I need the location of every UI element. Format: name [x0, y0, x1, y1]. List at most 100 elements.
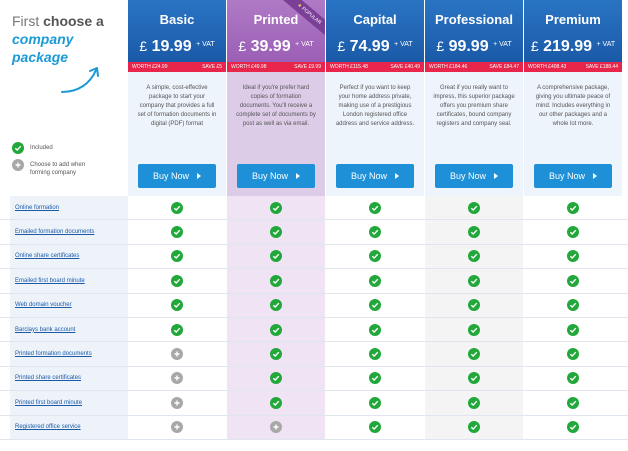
package-price: £ 74.99 + VAT: [337, 38, 413, 55]
check-circle-icon: [369, 396, 381, 409]
feature-label-link[interactable]: Printed first board minute: [10, 391, 128, 415]
plus-circle-icon[interactable]: [171, 348, 183, 361]
caret-right-icon: [296, 173, 300, 179]
package-description: Ideal if you're prefer hard copies of fo…: [236, 85, 316, 127]
feature-row: Online formation: [0, 196, 628, 221]
caret-right-icon: [197, 173, 201, 179]
feature-cell: [128, 366, 226, 391]
check-circle-icon: [567, 274, 579, 287]
feature-cell: [326, 342, 424, 366]
package-name: Premium: [545, 12, 601, 27]
feature-cell: [326, 196, 424, 220]
buy-now-button[interactable]: Buy Now: [138, 164, 216, 188]
buy-now-button[interactable]: Buy Now: [237, 164, 315, 188]
check-circle-icon: [369, 201, 381, 214]
feature-row: Online share certificates: [0, 244, 628, 270]
check-circle-icon: [369, 250, 381, 263]
feature-cell: [227, 220, 325, 244]
feature-cell: [227, 391, 325, 415]
feature-cell: [524, 293, 622, 317]
check-circle-icon: [270, 372, 282, 385]
feature-label-link[interactable]: Printed formation documents: [10, 342, 128, 366]
check-circle-icon: [369, 421, 381, 434]
package-price: £ 219.99 + VAT: [530, 38, 616, 55]
package-header: ★ POPULAR Printed £ 39.99 + VAT: [227, 0, 325, 62]
check-circle-icon: [468, 299, 480, 312]
check-circle-icon: [369, 348, 381, 361]
check-circle-icon: [270, 274, 282, 287]
package-body: Great if you really want to impress, thi…: [425, 72, 523, 196]
package-printed: ★ POPULAR Printed £ 39.99 + VAT WORTH £4…: [227, 0, 325, 451]
check-circle-icon: [468, 348, 480, 361]
check-circle-icon: [567, 250, 579, 263]
plus-circle-icon[interactable]: [171, 421, 183, 434]
package-name: Basic: [159, 12, 195, 27]
plus-circle-icon[interactable]: [171, 396, 183, 409]
feature-cell: [326, 220, 424, 244]
feature-cell: [524, 220, 622, 244]
check-circle-icon: [171, 299, 183, 312]
feature-label-link[interactable]: Printed share certificates: [10, 366, 128, 391]
buy-now-button[interactable]: Buy Now: [534, 164, 612, 188]
check-circle-icon: [567, 348, 579, 361]
plus-circle-icon[interactable]: [171, 372, 183, 385]
check-circle-icon: [468, 421, 480, 434]
feature-cell: [425, 342, 523, 366]
feature-row: Registered office service: [0, 415, 628, 440]
feature-label-link[interactable]: Emailed formation documents: [10, 220, 128, 244]
feature-label-link[interactable]: Web domain voucher: [10, 293, 128, 317]
intro-heading: First choose a company package: [12, 12, 127, 66]
feature-cell: [128, 293, 226, 317]
feature-label-link[interactable]: Online formation: [10, 196, 128, 220]
package-professional: Professional £ 99.99 + VAT WORTH £184.46…: [425, 0, 523, 451]
legend-included: Included: [12, 142, 127, 154]
feature-cell: [128, 391, 226, 415]
check-circle-icon: [468, 396, 480, 409]
feature-cell: [524, 366, 622, 391]
check-circle-icon: [171, 226, 183, 239]
check-circle-icon: [270, 396, 282, 409]
check-circle-icon: [270, 201, 282, 214]
feature-cell: [128, 269, 226, 293]
check-circle-icon: [468, 323, 480, 336]
feature-table: Online formation Emailed formation docume…: [0, 196, 628, 440]
feature-row: Printed formation documents: [0, 342, 628, 367]
feature-cell: [524, 317, 622, 342]
check-circle-icon: [369, 299, 381, 312]
feature-label-link[interactable]: Registered office service: [10, 415, 128, 439]
package-body: A simple, cost-effective package to star…: [128, 72, 226, 196]
feature-cell: [524, 415, 622, 439]
check-circle-icon: [567, 396, 579, 409]
feature-cell: [425, 269, 523, 293]
buy-now-button[interactable]: Buy Now: [435, 164, 513, 188]
feature-row: Emailed first board minute: [0, 269, 628, 294]
worth-banner: WORTH £49.98 SAVE £9.99: [227, 62, 325, 72]
feature-cell: [227, 244, 325, 269]
check-circle-icon: [270, 323, 282, 336]
caret-right-icon: [395, 173, 399, 179]
check-circle-icon: [12, 142, 24, 154]
worth-banner: WORTH £408.43 SAVE £188.44: [524, 62, 622, 72]
check-circle-icon: [468, 250, 480, 263]
plus-circle-icon: [12, 159, 24, 171]
check-circle-icon: [270, 348, 282, 361]
feature-cell: [524, 244, 622, 269]
feature-label-link[interactable]: Barclays bank account: [10, 317, 128, 342]
legend-addable-label: Choose to add when forming company: [30, 162, 86, 176]
feature-label-link[interactable]: Online share certificates: [10, 244, 128, 269]
feature-label-link[interactable]: Emailed first board minute: [10, 269, 128, 293]
package-header: Basic £ 19.99 + VAT: [128, 0, 226, 62]
feature-cell: [425, 293, 523, 317]
check-circle-icon: [468, 372, 480, 385]
plus-circle-icon[interactable]: [270, 421, 282, 434]
feature-cell: [326, 269, 424, 293]
buy-now-button[interactable]: Buy Now: [336, 164, 414, 188]
feature-row: Web domain voucher: [0, 293, 628, 318]
feature-cell: [524, 196, 622, 220]
package-premium: Premium £ 219.99 + VAT WORTH £408.43 SAVE…: [524, 0, 622, 451]
feature-cell: [326, 244, 424, 269]
check-circle-icon: [369, 372, 381, 385]
feature-cell: [425, 196, 523, 220]
curved-arrow-icon: [61, 67, 99, 93]
feature-cell: [128, 220, 226, 244]
